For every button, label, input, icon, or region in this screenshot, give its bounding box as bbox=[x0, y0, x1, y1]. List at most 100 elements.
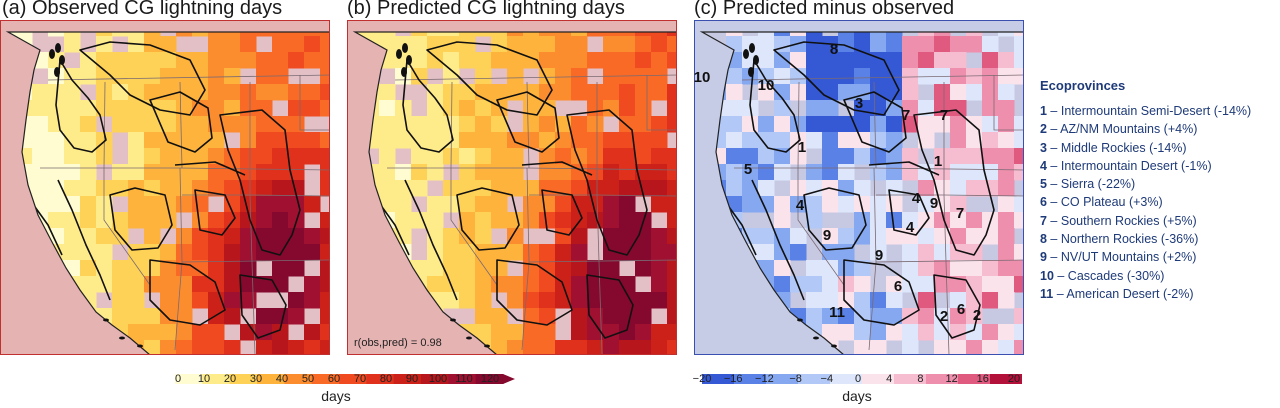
colorbar-tick-label: 0 bbox=[854, 373, 862, 385]
colorbar-tick-label: 100 bbox=[428, 373, 448, 385]
ecoprovince-map-label: 3 bbox=[855, 95, 863, 112]
legend-item-number: 4 bbox=[1040, 158, 1047, 173]
legend-item-number: 1 bbox=[1040, 104, 1047, 118]
colorbar-difference-gradient bbox=[702, 374, 1023, 384]
ecoprovince-map-label: 11 bbox=[829, 304, 845, 321]
map-predicted-canvas bbox=[347, 20, 677, 355]
panel-c-title: (c) Predicted minus observed bbox=[694, 0, 955, 19]
colorbar-tick-label: 80 bbox=[379, 373, 393, 385]
legend-item: 8 – Northern Rockies (-36%) bbox=[1040, 230, 1251, 248]
colorbar-difference-label: days bbox=[842, 388, 872, 404]
map-observed-canvas bbox=[0, 20, 330, 355]
colorbar-tick-label: 40 bbox=[275, 373, 289, 385]
ecoprovince-map-label: 2 bbox=[973, 307, 981, 324]
colorbar-swatch bbox=[862, 374, 895, 384]
colorbar-swatch bbox=[175, 374, 203, 384]
colorbar-tick-label: 120 bbox=[480, 373, 500, 385]
colorbar-swatch bbox=[830, 374, 863, 384]
colorbar-tick-label: 10 bbox=[197, 373, 211, 385]
map-predicted bbox=[347, 20, 677, 355]
panel-a-title: (a) Observed CG lightning days bbox=[2, 0, 283, 19]
legend-item: 3 – Middle Rockies (-14%) bbox=[1040, 139, 1251, 157]
colorbar-tick-label: 0 bbox=[174, 373, 182, 385]
colorbar-tick-label: −20 bbox=[692, 373, 712, 385]
legend-item: 9 – NV/UT Mountains (+2%) bbox=[1040, 248, 1251, 266]
legend-item-label: – Intermountain Semi-Desert (-14%) bbox=[1046, 104, 1252, 118]
ecoprovince-map-label: 7 bbox=[940, 107, 948, 124]
ecoprovince-map-label: 9 bbox=[875, 247, 883, 264]
legend-item-number: 8 bbox=[1040, 232, 1047, 247]
colorbar-swatch bbox=[339, 374, 367, 384]
colorbar-days-gradient bbox=[175, 374, 515, 384]
legend-item: 10 – Cascades (-30%) bbox=[1040, 267, 1251, 285]
legend-item: 2 – AZ/NM Mountains (+4%) bbox=[1040, 120, 1251, 138]
colorbar-tick-label: −12 bbox=[755, 373, 774, 385]
ecoprovince-map-label: 10 bbox=[758, 77, 775, 94]
ecoprovince-map-label: 4 bbox=[912, 190, 921, 207]
colorbar-tick-label: 8 bbox=[917, 373, 924, 385]
colorbar-swatch bbox=[894, 374, 927, 384]
colorbar-tick-label: 60 bbox=[327, 373, 341, 385]
ecoprovince-map-label: 4 bbox=[796, 197, 805, 214]
ecoprovince-map-label: 1 bbox=[798, 139, 806, 156]
colorbar-swatch bbox=[393, 374, 422, 384]
colorbar-tick-label: −8 bbox=[789, 373, 802, 385]
colorbar-tick-label: −16 bbox=[723, 373, 743, 385]
colorbar-swatch bbox=[734, 374, 767, 384]
correlation-label: r(obs,pred) = 0.98 bbox=[354, 337, 442, 349]
panel-b-title: (b) Predicted CG lightning days bbox=[347, 0, 625, 19]
colorbar-swatch bbox=[448, 374, 477, 384]
map-difference: 10 10 8 3 7 7 1 1 5 4 9 4 9 4 7 9 6 6 2 2 11 bbox=[694, 20, 1024, 355]
ecoprovince-legend: Ecoprovinces 1 – Intermountain Semi-Dese… bbox=[1040, 78, 1251, 303]
colorbar-tick-label: −4 bbox=[820, 373, 834, 385]
colorbar-swatch bbox=[229, 374, 258, 384]
legend-item-number: 7 bbox=[1040, 213, 1047, 228]
colorbar-tick-label: 20 bbox=[1007, 373, 1021, 385]
legend-item-label: – Northern Rockies (-36%) bbox=[1046, 232, 1199, 247]
ecoprovince-map-label: 9 bbox=[930, 195, 938, 212]
ecoprovince-map-label: 5 bbox=[744, 161, 752, 178]
legend-item-number: 3 bbox=[1040, 140, 1047, 155]
legend-item-label: – CO Plateau (+3%) bbox=[1046, 195, 1163, 210]
legend-item-number: 9 bbox=[1040, 250, 1047, 265]
map-observed bbox=[0, 20, 330, 355]
legend-item-label: – Cascades (-30%) bbox=[1053, 268, 1165, 283]
legend-item: 7 – Southern Rockies (+5%) bbox=[1040, 212, 1251, 230]
legend-item-label: – Middle Rockies (-14%) bbox=[1046, 140, 1187, 155]
ecoprovince-map-label: 7 bbox=[902, 107, 910, 124]
colorbar-tick-label: 70 bbox=[353, 373, 367, 385]
ecoprovince-map-label: 9 bbox=[823, 227, 831, 244]
colorbar-swatch bbox=[202, 374, 231, 384]
colorbar-swatch bbox=[475, 374, 504, 384]
colorbar-swatch bbox=[990, 374, 1023, 384]
colorbar-tick-label: 90 bbox=[405, 373, 419, 385]
ecoprovince-map-label: 7 bbox=[956, 205, 964, 222]
legend-item-label: – Sierra (-22%) bbox=[1046, 177, 1136, 192]
colorbar-difference bbox=[702, 372, 1023, 390]
legend-item-number: 6 bbox=[1040, 195, 1047, 210]
colorbar-swatch bbox=[798, 374, 831, 384]
colorbar-swatch bbox=[702, 374, 735, 384]
ecoprovince-map-label: 8 bbox=[830, 41, 838, 58]
legend-item-label: – Southern Rockies (+5%) bbox=[1046, 213, 1197, 228]
colorbar-tick-label: 110 bbox=[455, 373, 473, 385]
ecoprovince-map-label: 2 bbox=[940, 308, 948, 325]
legend-item-number: 2 bbox=[1040, 122, 1047, 137]
ecoprovince-map-label: 4 bbox=[906, 219, 915, 236]
colorbar-swatch bbox=[366, 374, 395, 384]
legend-item-label: – American Desert (-2%) bbox=[1053, 286, 1194, 301]
colorbar-tick-label: 4 bbox=[886, 373, 893, 385]
colorbar-days-label: days bbox=[321, 388, 351, 404]
legend-item: 4 – Intermountain Desert (-1%) bbox=[1040, 157, 1251, 175]
ecoprovince-map-label: 10 bbox=[694, 69, 710, 86]
colorbar-swatch bbox=[926, 374, 959, 384]
colorbar-swatch bbox=[958, 374, 991, 384]
legend-item: 11 – American Desert (-2%) bbox=[1040, 285, 1251, 303]
colorbar-swatch bbox=[421, 374, 449, 384]
colorbar-tick-label: 16 bbox=[976, 373, 989, 385]
colorbar-tick-label: 30 bbox=[249, 373, 263, 385]
legend-title: Ecoprovinces bbox=[1040, 78, 1126, 93]
legend-item: 6 – CO Plateau (+3%) bbox=[1040, 193, 1251, 211]
legend-item-number: 5 bbox=[1040, 177, 1047, 192]
